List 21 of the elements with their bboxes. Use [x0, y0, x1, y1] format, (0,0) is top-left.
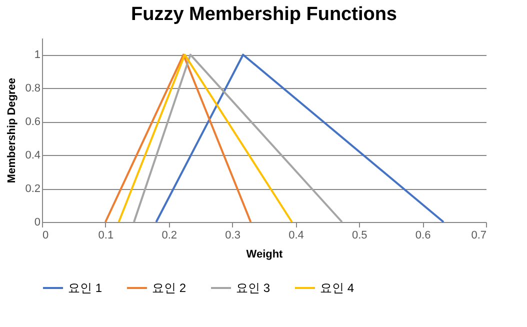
chart-title: Fuzzy Membership Functions [130, 4, 398, 25]
x-axis-title: Weight [246, 248, 284, 260]
x-tick-label: 0.4 [288, 230, 304, 242]
x-tick-label: 0.6 [415, 230, 431, 242]
x-tick-label: 0.3 [225, 230, 240, 242]
x-tick-label: 0.1 [98, 230, 114, 242]
y-tick-label: 1 [34, 49, 40, 62]
legend-label: 요인 4 [320, 281, 354, 295]
y-tick-label: 0.2 [25, 183, 40, 196]
y-tick-label: 0.4 [25, 150, 40, 162]
y-tick-label: 0.8 [25, 82, 40, 95]
x-tick-label: 0.5 [352, 230, 368, 242]
legend-label: 요인 1 [68, 281, 102, 295]
y-tick-label: 0 [34, 216, 40, 228]
y-axis-title: Membership Degree [6, 78, 18, 184]
x-tick-label: 0.7 [471, 230, 486, 242]
y-tick-label: 0.6 [25, 116, 40, 128]
x-tick-label: 0.2 [162, 230, 178, 242]
x-tick-label: 0 [42, 230, 49, 242]
legend-label: 요인 2 [152, 281, 186, 295]
legend-label: 요인 3 [236, 281, 270, 295]
